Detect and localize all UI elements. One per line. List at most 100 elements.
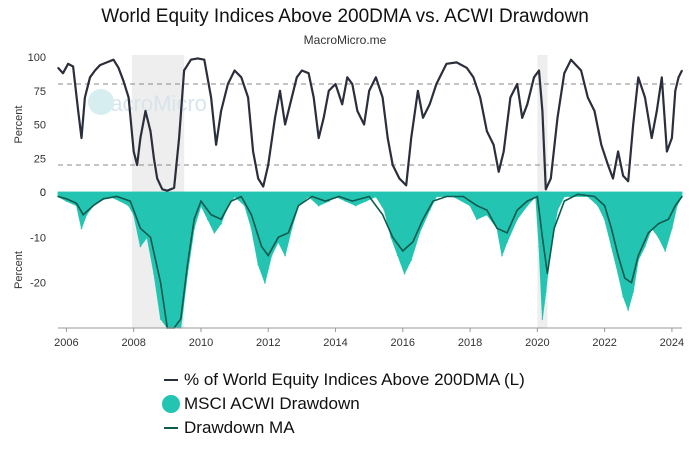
- breadth-point: [139, 137, 142, 139]
- drawdown-point: [257, 263, 260, 266]
- breadth-point: [323, 117, 325, 119]
- breadth-point: [538, 69, 540, 72]
- drawdown-point: [664, 250, 666, 252]
- drawdown-point: [486, 213, 488, 216]
- breadth-point: [173, 187, 175, 189]
- drawdown-point: [556, 209, 559, 211]
- breadth-point: [498, 171, 500, 173]
- breadth-point: [580, 69, 582, 72]
- drawdown-point: [597, 204, 599, 207]
- breadth-point: [84, 96, 86, 99]
- breadth-point: [486, 130, 488, 132]
- drawdown-ma-point: [92, 205, 94, 207]
- breadth-point: [593, 110, 596, 112]
- top-ytick-label: 75: [34, 86, 46, 98]
- drawdown-ma-point: [193, 218, 195, 220]
- breadth-point: [318, 137, 320, 139]
- drawdown-point: [541, 318, 544, 320]
- breadth-point: [215, 144, 217, 146]
- drawdown-ma-point: [82, 214, 84, 216]
- legend-label-drawdown-ma: Drawdown MA: [184, 418, 295, 437]
- breadth-point: [67, 63, 69, 65]
- breadth-point: [617, 150, 619, 153]
- breadth-point: [674, 90, 676, 92]
- breadth-point: [651, 137, 653, 139]
- drawdown-ma-point: [657, 223, 660, 225]
- top-ylabel: Percent: [13, 106, 25, 144]
- breadth-point: [681, 69, 683, 72]
- drawdown-ma-point: [541, 236, 544, 238]
- breadth-point: [363, 123, 365, 126]
- breadth-point: [392, 164, 394, 166]
- breadth-point: [274, 117, 276, 119]
- drawdown-point: [80, 227, 83, 230]
- drawdown-point: [545, 290, 547, 293]
- drawdown-point: [200, 204, 202, 207]
- breadth-point: [563, 72, 565, 74]
- breadth-point: [656, 110, 658, 112]
- drawdown-ma-point: [462, 195, 464, 198]
- drawdown-point: [418, 232, 421, 234]
- breadth-point: [346, 76, 348, 79]
- drawdown-ma-point: [160, 282, 162, 284]
- x-tick-label: 2006: [54, 337, 78, 349]
- drawdown-ma-point: [267, 254, 269, 257]
- chart-svg: MacroMicro1007550250Percent0-10-20Percen…: [13, 52, 684, 349]
- breadth-point: [307, 72, 310, 74]
- legend-item-drawdown-ma[interactable]: Drawdown MA: [164, 416, 525, 440]
- drawdown-ma-point: [180, 318, 182, 320]
- drawdown-ma-point: [240, 195, 242, 198]
- top-ytick-label: 0: [40, 187, 46, 199]
- drawdown-point: [501, 254, 503, 257]
- legend-item-drawdown[interactable]: MSCI ACWI Drawdown: [162, 392, 525, 416]
- drawdown-ma-point: [102, 198, 104, 200]
- drawdown-ma-point: [630, 282, 633, 284]
- breadth-point: [375, 76, 377, 79]
- breadth-point: [356, 110, 359, 112]
- drawdown-ma-point: [200, 200, 202, 202]
- breadth-point: [127, 96, 130, 99]
- drawdown-ma-point: [610, 227, 613, 229]
- chart-subtitle: MacroMicro.me: [303, 33, 387, 47]
- breadth-point: [289, 103, 291, 106]
- breadth-point: [351, 83, 353, 85]
- legend-item-breadth[interactable]: % of World Equity Indices Above 200DMA (…: [164, 368, 525, 392]
- drawdown-ma-point: [546, 273, 549, 275]
- breadth-point: [422, 117, 424, 119]
- drawdown-ma-point: [297, 205, 300, 207]
- top-ytick-label: 50: [34, 120, 46, 132]
- breadth-point: [661, 76, 663, 79]
- legend-swatch-drawdown-ma: [164, 427, 178, 429]
- drawdown-point: [85, 213, 88, 216]
- breadth-point: [556, 117, 559, 119]
- drawdown-ma-point: [486, 209, 488, 211]
- drawdown-ma-point: [324, 200, 326, 202]
- drawdown-point: [139, 245, 142, 248]
- bottom-ytick-label: -10: [30, 232, 46, 244]
- breadth-point: [210, 96, 212, 99]
- drawdown-ma-point: [139, 227, 141, 229]
- drawdown-ma-point: [116, 195, 118, 198]
- drawdown-point: [516, 218, 518, 220]
- drawdown-point: [538, 245, 540, 248]
- drawdown-ma-point: [287, 232, 289, 234]
- breadth-point: [166, 190, 168, 192]
- breadth-point: [466, 67, 468, 69]
- breadth-point: [122, 80, 125, 83]
- breadth-point: [600, 144, 602, 146]
- breadth-point: [296, 76, 298, 79]
- drawdown-point: [284, 254, 286, 257]
- drawdown-ma-point: [526, 200, 528, 202]
- drawdown-point: [65, 200, 68, 202]
- drawdown-point: [243, 204, 246, 207]
- breadth-point: [80, 137, 83, 139]
- breadth-point: [550, 177, 552, 180]
- breadth-point: [57, 67, 59, 69]
- breadth-point: [632, 123, 634, 126]
- drawdown-ma-point: [382, 214, 384, 216]
- bottom-ytick-label: -20: [30, 278, 46, 290]
- breadth-point: [410, 137, 412, 139]
- breadth-point: [301, 69, 303, 72]
- drawdown-point: [390, 236, 392, 239]
